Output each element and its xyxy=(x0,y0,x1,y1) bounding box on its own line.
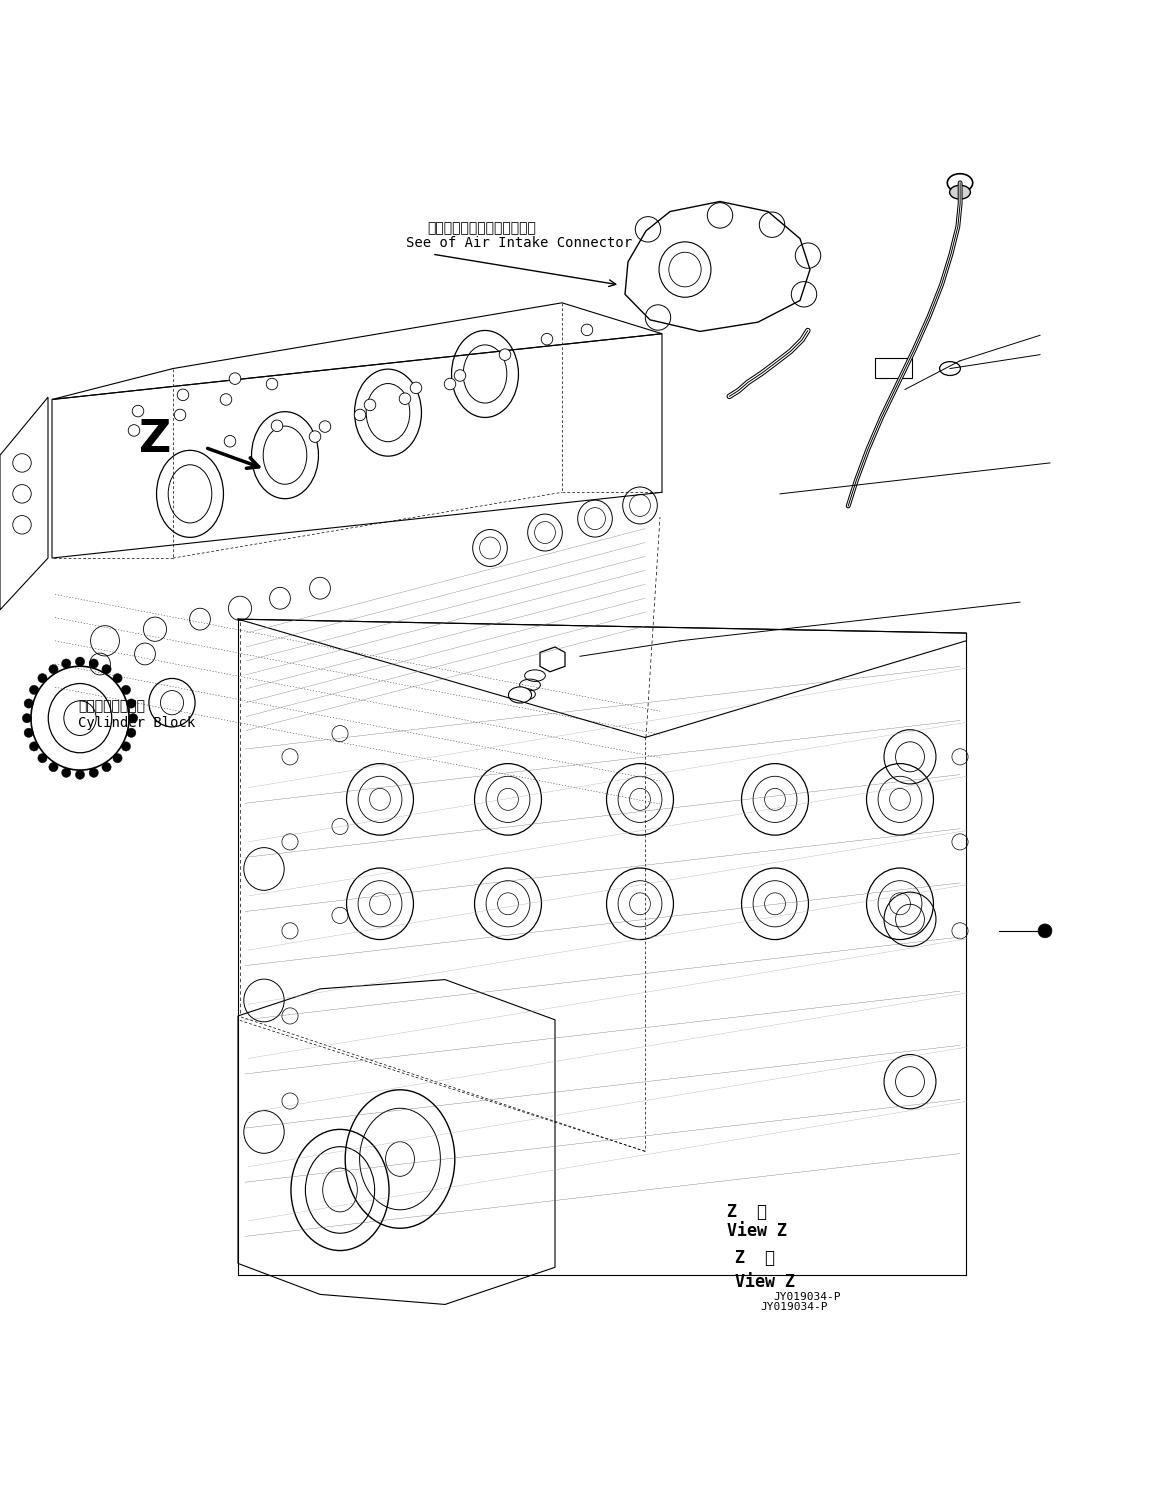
Circle shape xyxy=(224,436,235,448)
Circle shape xyxy=(127,728,136,737)
Circle shape xyxy=(121,685,130,694)
Ellipse shape xyxy=(939,361,960,376)
Circle shape xyxy=(113,753,122,762)
Circle shape xyxy=(102,762,111,771)
Circle shape xyxy=(174,409,186,421)
Circle shape xyxy=(38,753,47,762)
Circle shape xyxy=(121,742,130,750)
Text: Cylinder Block: Cylinder Block xyxy=(78,716,196,730)
Circle shape xyxy=(320,421,331,433)
Text: JY019034-P: JY019034-P xyxy=(760,1303,827,1311)
Circle shape xyxy=(582,324,593,336)
Text: Z  視: Z 視 xyxy=(735,1249,775,1267)
Circle shape xyxy=(24,698,33,709)
Circle shape xyxy=(38,673,47,683)
Ellipse shape xyxy=(947,173,973,192)
Circle shape xyxy=(89,659,98,668)
Circle shape xyxy=(113,673,122,683)
Circle shape xyxy=(1039,924,1052,938)
Circle shape xyxy=(102,664,111,674)
Text: View Z: View Z xyxy=(727,1222,787,1240)
Circle shape xyxy=(75,656,84,667)
Circle shape xyxy=(271,421,283,431)
Circle shape xyxy=(500,349,511,361)
Circle shape xyxy=(354,409,366,421)
Circle shape xyxy=(220,394,232,406)
Circle shape xyxy=(309,431,321,443)
Circle shape xyxy=(178,389,189,401)
Circle shape xyxy=(128,425,140,436)
Text: JY019034-P: JY019034-P xyxy=(773,1292,840,1303)
Text: See of Air Intake Connector: See of Air Intake Connector xyxy=(406,236,632,249)
Circle shape xyxy=(267,379,278,389)
Text: View Z: View Z xyxy=(735,1273,795,1291)
Circle shape xyxy=(48,664,58,674)
Circle shape xyxy=(24,728,33,737)
Text: シリンダブロック: シリンダブロック xyxy=(78,700,145,713)
Circle shape xyxy=(133,406,144,416)
Circle shape xyxy=(61,659,70,668)
Text: Z: Z xyxy=(138,418,171,461)
Circle shape xyxy=(61,768,70,777)
Circle shape xyxy=(128,713,137,722)
Ellipse shape xyxy=(950,185,971,198)
Text: エアーインテークコネクター: エアーインテークコネクター xyxy=(427,221,535,234)
Circle shape xyxy=(230,373,241,385)
Circle shape xyxy=(75,770,84,779)
Circle shape xyxy=(365,400,376,410)
Circle shape xyxy=(29,685,38,694)
Circle shape xyxy=(22,713,31,722)
Circle shape xyxy=(127,698,136,709)
Circle shape xyxy=(48,762,58,771)
Circle shape xyxy=(444,379,456,389)
Circle shape xyxy=(541,333,553,345)
Circle shape xyxy=(29,742,38,750)
Circle shape xyxy=(89,768,98,777)
Text: Z  視: Z 視 xyxy=(727,1204,767,1222)
Ellipse shape xyxy=(509,686,532,703)
Circle shape xyxy=(399,392,411,404)
Circle shape xyxy=(455,370,466,382)
Polygon shape xyxy=(540,648,565,671)
Circle shape xyxy=(410,382,421,394)
